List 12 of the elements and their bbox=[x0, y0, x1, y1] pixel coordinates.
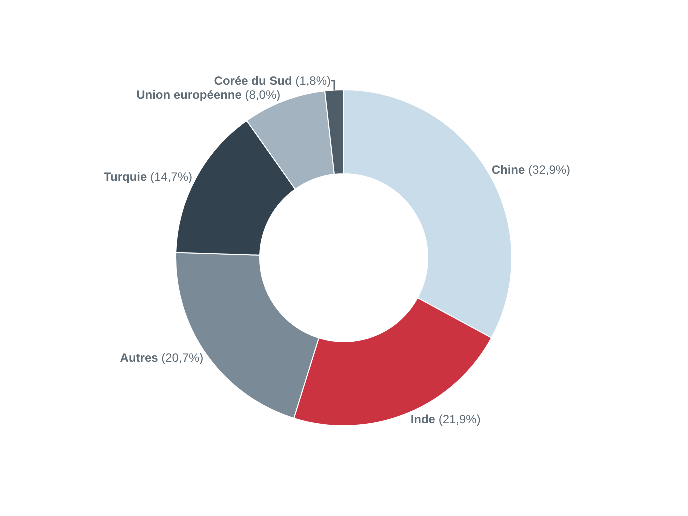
data-label: (14,7%) bbox=[150, 170, 193, 184]
data-label: (21,9%) bbox=[438, 412, 481, 427]
slice-label: Inde bbox=[410, 412, 436, 427]
data-label: (32,9%) bbox=[528, 163, 571, 178]
slice-label: Corée du Sud bbox=[214, 74, 292, 88]
data-label: (8,0%) bbox=[245, 88, 281, 102]
slice-label: Chine bbox=[492, 163, 526, 178]
slice-label: Union européenne bbox=[136, 88, 242, 102]
slice-label: Autres bbox=[120, 350, 159, 365]
data-label: (1,8%) bbox=[296, 74, 332, 88]
slice-label: Turquie bbox=[104, 170, 148, 184]
data-label: (20,7%) bbox=[162, 350, 204, 365]
